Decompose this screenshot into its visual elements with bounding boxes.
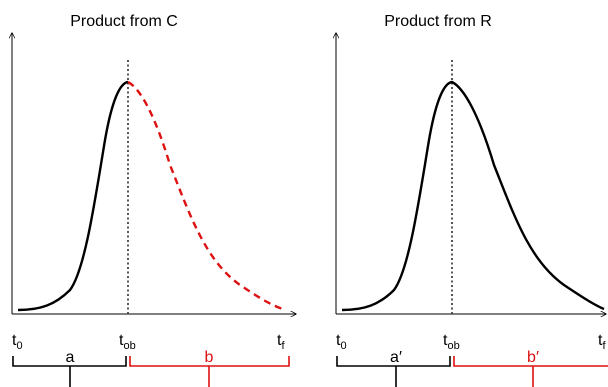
tick-tob: tob [443,332,460,352]
segment-b-brace [129,356,290,387]
tick-t0: t0 [336,332,347,352]
tick-tf: tf [598,332,606,352]
panel-left: Product from C t0 tob tf a b [12,13,296,387]
segment-b-prime-brace [453,356,608,387]
peak-curve [341,80,605,312]
peak-falling-curve-dashed [127,80,284,311]
panel-left-title: Product from C [70,13,178,30]
segment-a-prime-brace [336,356,451,387]
segment-a-label: a [66,349,75,366]
tick-tf: tf [277,332,285,352]
segment-a-brace [12,356,127,387]
segment-a-prime-label: a′ [390,349,402,366]
segment-b-label: b [205,349,214,366]
tick-t0: t0 [12,332,23,352]
segment-b-prime-label: b′ [527,349,539,366]
peak-rising-curve [17,80,129,312]
tick-tob: tob [119,332,136,352]
panel-right-title: Product from R [384,13,492,30]
panel-right: Product from R t0 tob tf a′ b′ [336,13,608,387]
